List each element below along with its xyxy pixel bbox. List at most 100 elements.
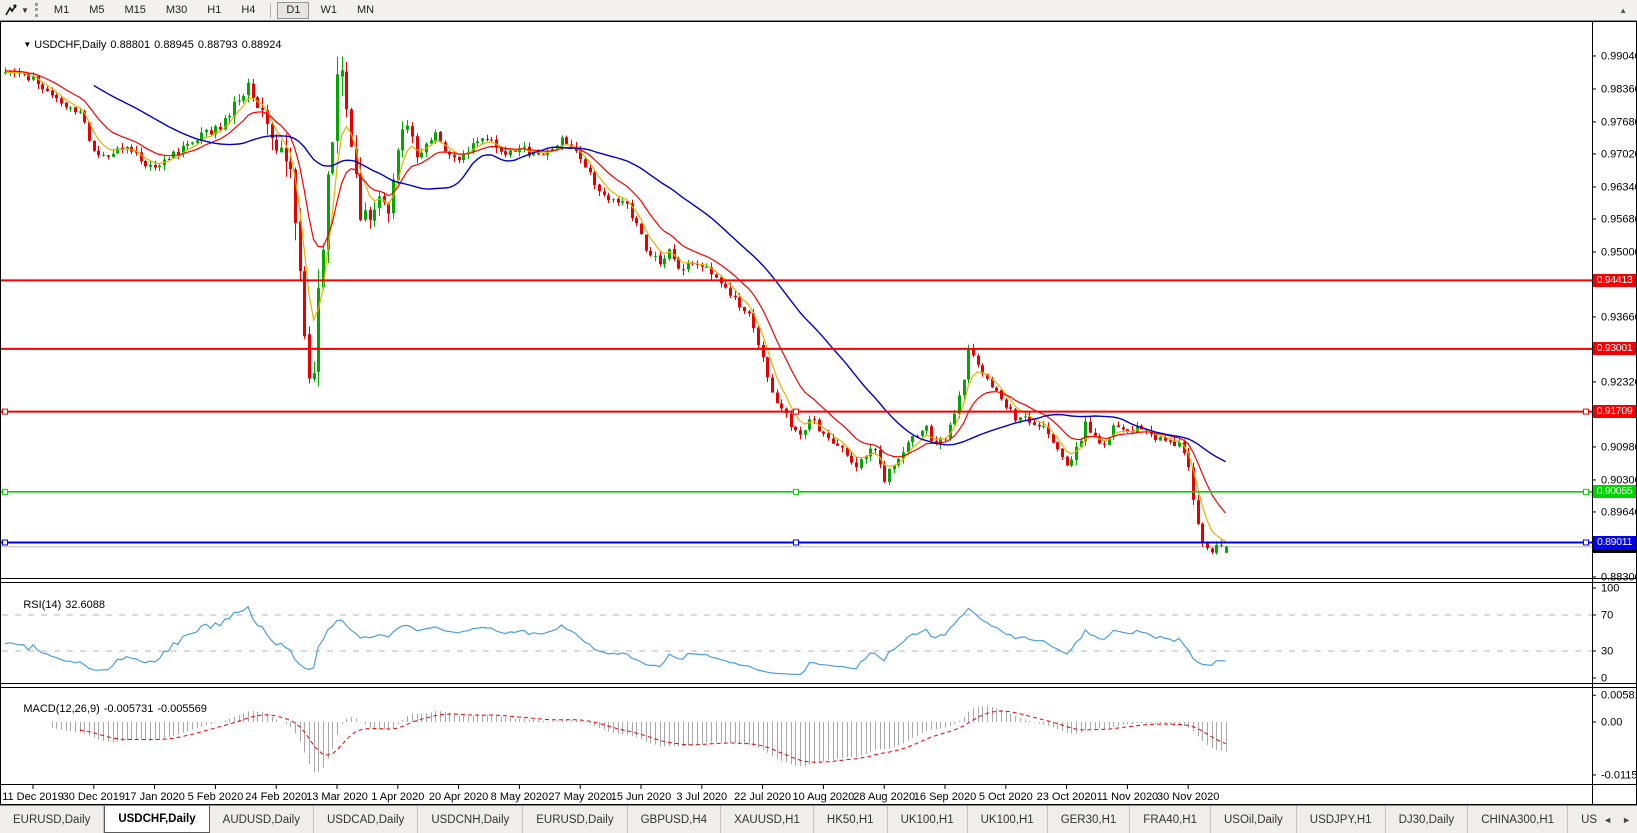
- toolbar-grip[interactable]: [34, 3, 38, 17]
- hline-handle[interactable]: [2, 488, 8, 495]
- macd-tick-label: -0.011514: [1601, 769, 1637, 781]
- price-tick-label: 0.93660: [1601, 311, 1637, 323]
- price-tick-label: 0.96340: [1601, 181, 1637, 193]
- hline-price-label-0.93001: 0.93001: [1593, 342, 1636, 356]
- ohlc-close: 0.88924: [241, 39, 282, 51]
- hline-price-label-0.90055: 0.90055: [1593, 485, 1636, 499]
- chart-tab-ger30-h1-11[interactable]: GER30,H1: [1048, 806, 1131, 833]
- collapse-indicators-icon[interactable]: ▼: [23, 40, 32, 49]
- date-label: 24 Feb 2020: [245, 791, 307, 803]
- chart-tab-gbpusd-h4-6[interactable]: GBPUSD,H4: [628, 806, 722, 833]
- chart-tabs: EURUSD,Daily USDCHF,Daily AUDUSD,Daily USDC…: [0, 806, 1597, 833]
- date-label: 22 Jul 2020: [734, 791, 791, 803]
- date-label: 23 Oct 2020: [1037, 791, 1097, 803]
- hline-price-label-0.89011: 0.89011: [1593, 535, 1636, 549]
- chart-tab-usdcnh-daily-4[interactable]: USDCNH,Daily: [418, 806, 524, 833]
- macd-tick-label: 0.00: [1601, 717, 1622, 729]
- chart-tab-eurusd-daily-5[interactable]: EURUSD,Daily: [523, 806, 628, 833]
- timeframe-buttons: M1 M5 M15 M30 H1 H4 D1 W1 MN: [44, 0, 384, 21]
- hline-handle[interactable]: [793, 408, 799, 415]
- macd-signal-line: [79, 710, 1226, 763]
- date-label: 27 May 2020: [548, 791, 612, 803]
- rsi-tick-label: 100: [1601, 583, 1619, 595]
- rsi-pane[interactable]: [2, 605, 1592, 676]
- date-label: 3 Jul 2020: [676, 791, 727, 803]
- ma-medium-line: [4, 70, 1227, 514]
- timeframe-button-d1[interactable]: D1: [277, 1, 310, 19]
- main-price-pane[interactable]: [0, 56, 1592, 555]
- date-label: 30 Dec 2019: [63, 791, 125, 803]
- hline-handle[interactable]: [793, 488, 799, 495]
- draw-tool-dropdown-caret[interactable]: ▼: [21, 5, 29, 15]
- date-label: 10 Aug 2020: [793, 791, 855, 803]
- hline-handle[interactable]: [793, 539, 799, 546]
- toolbar-separator: [270, 2, 272, 18]
- hline-handle[interactable]: [1583, 488, 1589, 495]
- chart-tab-fra40-h1-12[interactable]: FRA40,H1: [1130, 806, 1211, 833]
- draw-tool-icon[interactable]: [0, 1, 20, 19]
- chart-tab-usdjpy-h1-14[interactable]: USDJPY,H1: [1297, 806, 1386, 833]
- date-label: 8 May 2020: [491, 791, 548, 803]
- macd-main-value: -0.005731: [103, 703, 154, 715]
- macd-signal-value: -0.005569: [157, 703, 207, 715]
- rsi-tick-label: 30: [1601, 646, 1613, 658]
- chart-window: 0.99040 0.98360 0.97680 0.97020 0.96340 0.956…: [0, 21, 1637, 833]
- chart-tab-eurusd-daily-0[interactable]: EURUSD,Daily: [0, 806, 105, 833]
- timeframe-button-m15[interactable]: M15: [115, 2, 154, 19]
- chart-tab-dj30-daily-15[interactable]: DJ30,Daily: [1386, 806, 1469, 833]
- chart-tab-usdchf-daily-1[interactable]: USDCHF,Daily: [104, 806, 210, 833]
- date-label: 1 Apr 2020: [371, 791, 424, 803]
- hline-handle[interactable]: [1583, 408, 1589, 415]
- hline-handle[interactable]: [2, 408, 8, 415]
- tabs-scroll-left-arrow[interactable]: ◄: [1603, 814, 1613, 825]
- axis-labels: 0.99040 0.98360 0.97680 0.97020 0.96340 0.956…: [2, 50, 1637, 803]
- chart-tab-usdcad-daily-3[interactable]: USDCAD,Daily: [314, 806, 419, 833]
- pane-borders: [0, 21, 1637, 805]
- price-tick-label: 0.90300: [1601, 474, 1637, 486]
- chart-tab-usoil-h1-17[interactable]: USOil,H1: [1568, 806, 1597, 833]
- timeframe-button-h1[interactable]: H1: [198, 2, 230, 19]
- rsi-value: 32.6088: [65, 599, 106, 611]
- price-tick-label: 0.88300: [1601, 571, 1637, 583]
- price-tick-label: 0.99040: [1601, 50, 1637, 62]
- chart-symbol-title: USDCHF,Daily: [34, 39, 107, 51]
- macd-histogram: [52, 706, 1227, 773]
- chart-tab-usoil-daily-13[interactable]: USOil,Daily: [1211, 806, 1297, 833]
- chart-tab-china300-h1-16[interactable]: CHINA300,H1: [1468, 806, 1569, 833]
- timeframe-button-m30[interactable]: M30: [157, 2, 196, 19]
- date-label: 30 Nov 2020: [1157, 791, 1219, 803]
- rsi-label: RSI(14) 32.6088: [5, 587, 109, 623]
- timeframe-button-m1[interactable]: M1: [45, 2, 78, 19]
- date-label: 11 Dec 2019: [2, 791, 64, 803]
- timeframe-button-m5[interactable]: M5: [80, 2, 113, 19]
- timeframe-button-mn[interactable]: MN: [348, 2, 383, 19]
- chart-canvas[interactable]: 0.99040 0.98360 0.97680 0.97020 0.96340 0.956…: [0, 21, 1637, 805]
- chart-tab-audusd-daily-2[interactable]: AUDUSD,Daily: [210, 806, 314, 833]
- timeframe-button-h4[interactable]: H4: [232, 2, 264, 19]
- hline-handle[interactable]: [1583, 539, 1589, 546]
- chart-tab-xauusd-h1-7[interactable]: XAUUSD,H1: [721, 806, 814, 833]
- timeframe-button-w1[interactable]: W1: [311, 2, 346, 19]
- date-label: 5 Feb 2020: [188, 791, 244, 803]
- toolbar-overflow-arrow[interactable]: ▲: [1619, 6, 1637, 15]
- chart-tab-hk50-h1-8[interactable]: HK50,H1: [814, 806, 888, 833]
- ma-slow-line: [93, 84, 1226, 463]
- macd-tick-label: 0.005818: [1601, 690, 1637, 702]
- hline-handle[interactable]: [2, 539, 8, 546]
- ohlc-open: 0.88801: [110, 39, 151, 51]
- date-label: 28 Aug 2020: [853, 791, 915, 803]
- rsi-tick-label: 0: [1601, 673, 1607, 685]
- chart-tab-bar: EURUSD,Daily USDCHF,Daily AUDUSD,Daily USDC…: [0, 805, 1637, 833]
- macd-pane[interactable]: [52, 706, 1227, 773]
- ohlc-high: 0.88945: [154, 39, 194, 51]
- price-tick-label: 0.98360: [1601, 83, 1637, 95]
- price-tick-label: 0.95680: [1601, 213, 1637, 225]
- price-tick-label: 0.92320: [1601, 376, 1637, 388]
- chart-tab-uk100-h1-10[interactable]: UK100,H1: [968, 806, 1048, 833]
- tabs-scroll-right-arrow[interactable]: ►: [1622, 814, 1631, 825]
- price-tick-label: 0.89640: [1601, 506, 1637, 518]
- chart-tab-uk100-h1-9[interactable]: UK100,H1: [888, 806, 968, 833]
- hline-price-label-0.91709: 0.91709: [1593, 405, 1636, 419]
- timeframe-toolbar: ▼ M1 M5 M15 M30 H1 H4 D1 W1 MN ▲: [0, 0, 1637, 21]
